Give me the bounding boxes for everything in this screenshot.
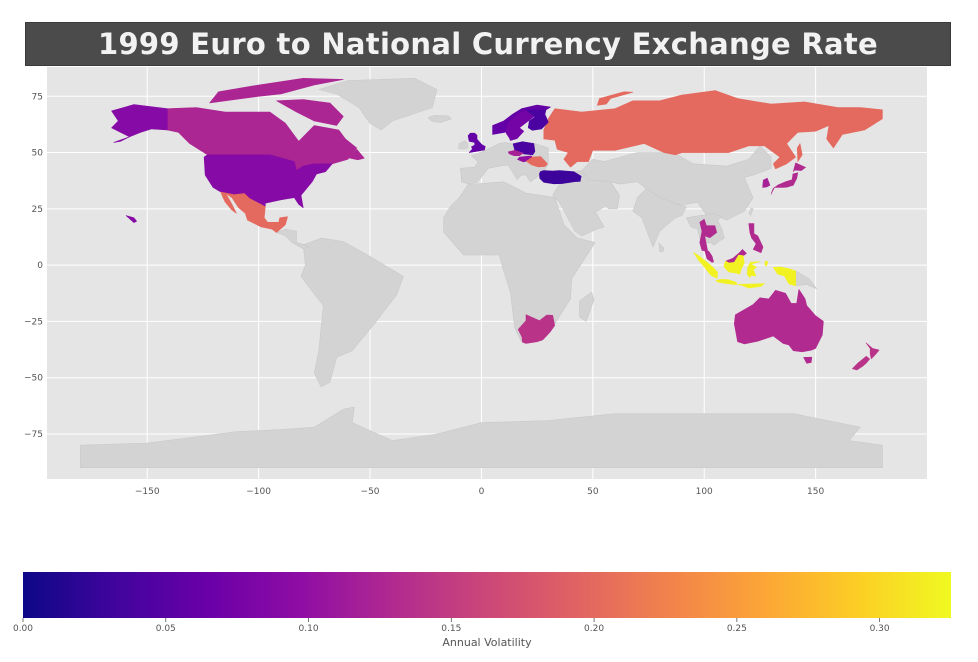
y-tick-label: 25	[32, 205, 43, 215]
y-tick-label: −25	[24, 317, 43, 327]
country-indonesia-maluku	[764, 260, 769, 267]
country-indonesia-papua	[772, 266, 796, 287]
country-mexico	[220, 191, 288, 233]
country-antarctica	[80, 406, 883, 469]
country-south-africa	[517, 314, 556, 344]
x-tick-label: −100	[246, 487, 271, 497]
country-sweden	[505, 109, 535, 141]
country-hawaii	[125, 215, 137, 223]
country-alaska-peninsula	[113, 136, 130, 143]
country-indonesia-borneo	[723, 254, 745, 275]
x-tick-label: −150	[135, 487, 160, 497]
country-sri-lanka	[658, 242, 665, 252]
chart-title: 1999 Euro to National Currency Exchange …	[97, 27, 879, 61]
x-tick-label: 0	[479, 487, 485, 497]
country-philippines	[748, 223, 764, 253]
country-south-america	[300, 237, 404, 388]
country-czechia	[507, 150, 524, 156]
country-japan	[770, 172, 799, 195]
country-malaysia	[704, 250, 714, 263]
y-tick-label: −50	[24, 374, 43, 384]
country-tasmania	[803, 356, 813, 364]
country-canada	[167, 107, 358, 171]
gridlines	[47, 67, 927, 479]
country-sakhalin	[796, 143, 803, 162]
axis-tick-labels: −150 −100 −50 0 50 100 150 75 50 25 0 −25 −50 −75	[24, 92, 824, 497]
country-indonesia-sumatra	[693, 252, 718, 279]
country-africa	[443, 181, 596, 343]
country-australia	[733, 289, 824, 353]
country-united-kingdom	[467, 132, 486, 153]
country-russia	[543, 90, 883, 170]
country-indonesia-sulawesi	[746, 261, 761, 279]
country-greenland	[318, 78, 438, 131]
country-new-zealand-north	[865, 342, 880, 360]
y-tick-label: −75	[24, 430, 43, 440]
country-finland	[525, 109, 549, 131]
country-alaska	[111, 104, 168, 138]
y-tick-label: 50	[32, 149, 44, 159]
country-south-korea	[762, 177, 771, 188]
country-new-zealand-south	[852, 355, 871, 371]
y-tick-label: 75	[32, 92, 43, 102]
country-romania	[526, 156, 548, 168]
country-iceland	[427, 115, 452, 123]
y-tick-label: 0	[37, 261, 43, 271]
country-indonesia-lesser-sunda	[737, 283, 765, 289]
chart-title-banner: 1999 Euro to National Currency Exchange …	[25, 22, 951, 66]
country-turkey	[539, 170, 582, 185]
countries-layer	[80, 78, 883, 469]
country-canada-arctic-islands	[209, 78, 344, 104]
country-taiwan	[748, 207, 754, 216]
country-central-america	[276, 228, 310, 249]
x-tick-label: 150	[807, 487, 824, 497]
x-tick-label: 50	[587, 487, 599, 497]
country-ireland	[458, 140, 469, 150]
country-hokkaido	[792, 162, 806, 172]
x-tick-label: 100	[696, 487, 713, 497]
country-india	[632, 188, 687, 248]
x-tick-label: −50	[361, 487, 380, 497]
country-indonesia-java	[715, 278, 737, 286]
country-baffin-island	[276, 99, 344, 126]
country-madagascar	[579, 291, 595, 322]
country-newfoundland	[348, 148, 365, 161]
country-novaya-zemlya	[596, 91, 634, 106]
